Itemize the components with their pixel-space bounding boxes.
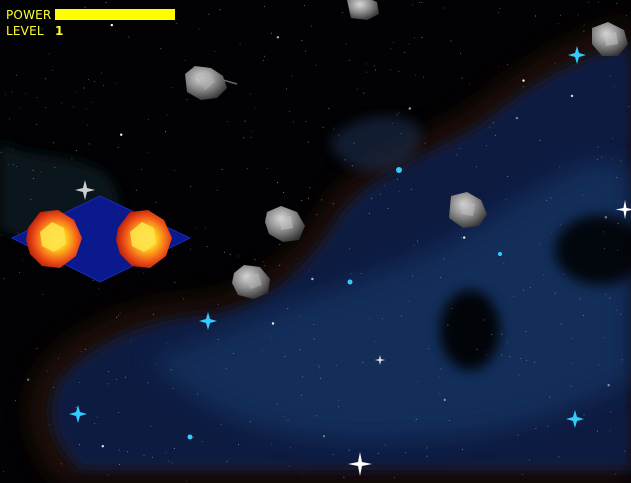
- level-label: LEVEL: [6, 24, 44, 38]
- power-bar: [55, 9, 175, 20]
- asteroid-icon: [185, 0, 628, 299]
- nebula-cloud: [0, 20, 631, 483]
- cyan-star-icon: [69, 46, 586, 440]
- power-bar-fill: [55, 9, 175, 20]
- sparkle-star-icon: [75, 180, 631, 476]
- fireball-icon: [26, 210, 172, 268]
- player-ship: [10, 195, 192, 283]
- power-label: POWER: [6, 8, 52, 22]
- level-value: 1: [55, 24, 64, 38]
